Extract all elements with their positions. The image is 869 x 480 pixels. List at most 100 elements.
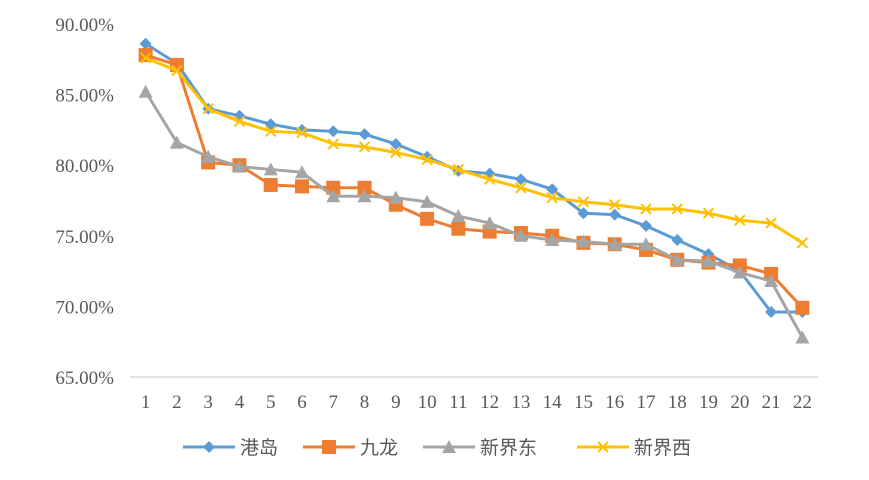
data-point [451, 221, 466, 236]
data-point [327, 125, 340, 138]
data-point [295, 165, 309, 179]
data-point [765, 306, 778, 319]
legend-label: 新界西 [634, 437, 691, 459]
data-point [577, 196, 590, 208]
series-2 [138, 48, 810, 315]
data-point [607, 237, 622, 251]
x-tick-label: 19 [699, 392, 718, 413]
data-point [390, 146, 402, 159]
data-point [732, 265, 747, 279]
data-point [326, 189, 341, 203]
x-tick-label: 13 [511, 392, 530, 413]
data-point [671, 234, 684, 247]
series-1 [139, 37, 809, 319]
data-point [202, 103, 214, 115]
data-point [608, 208, 621, 221]
data-point [232, 159, 247, 173]
x-tick-label: 17 [637, 392, 656, 413]
data-point [702, 207, 715, 219]
x-tick-label: 10 [418, 392, 437, 413]
data-point [265, 125, 277, 138]
x-tick-label: 11 [449, 392, 467, 413]
y-tick-label: 65.00% [55, 368, 114, 389]
data-point [701, 254, 716, 268]
data-point [233, 115, 246, 128]
x-tick-label: 15 [574, 392, 593, 413]
data-point [358, 128, 371, 141]
data-point [546, 183, 559, 196]
x-tick-label: 1 [141, 392, 151, 413]
legend-label: 港岛 [240, 437, 278, 459]
data-point [732, 258, 747, 273]
data-point [201, 149, 216, 163]
x-tick-label: 8 [360, 392, 370, 413]
x-tick-label: 5 [266, 392, 276, 413]
series-4 [139, 52, 809, 249]
data-point [515, 182, 527, 194]
data-point [640, 203, 652, 215]
data-point [795, 330, 810, 344]
data-point [795, 300, 810, 315]
data-point [765, 217, 777, 229]
series-line [145, 53, 804, 309]
data-point [451, 209, 466, 223]
data-point [513, 228, 528, 242]
data-point [452, 163, 465, 176]
y-tick-label: 90.00% [55, 15, 114, 36]
x-tick-label: 22 [793, 392, 812, 413]
data-point [764, 273, 779, 287]
series-line [144, 42, 803, 314]
x-tick-label: 3 [203, 392, 213, 413]
data-point [420, 194, 435, 208]
y-tick-label: 80.00% [55, 156, 114, 177]
x-axis-tick-labels: 1 2 3 4 5 6 7 8 9 10 11 12 13 14 15 16 17 18 19 20 21 22 [141, 392, 812, 413]
series-line [145, 56, 804, 245]
data-point [420, 211, 435, 226]
data-point [263, 177, 278, 192]
data-point [296, 127, 308, 139]
data-point [171, 64, 183, 77]
data-point [357, 189, 372, 203]
legend-marker [442, 440, 456, 453]
data-point [734, 214, 746, 226]
data-point [138, 84, 153, 98]
data-point [327, 138, 339, 150]
data-point [169, 135, 184, 149]
legend-item: 新界东 [423, 437, 537, 459]
series-group [138, 37, 810, 344]
data-point [388, 190, 403, 204]
legend-label: 新界东 [480, 437, 537, 459]
data-point [796, 237, 809, 249]
x-tick-label: 2 [172, 392, 182, 413]
y-tick-label: 70.00% [55, 297, 114, 318]
data-point [483, 173, 496, 186]
y-tick-label: 75.00% [55, 227, 114, 248]
data-point [545, 233, 560, 247]
legend-marker [597, 441, 609, 453]
y-axis-tick-labels: 90.00% 85.00% 80.00% 75.00% 70.00% 65.00% [55, 15, 114, 389]
x-tick-label: 21 [762, 392, 781, 413]
data-point [421, 153, 433, 166]
data-point [263, 162, 278, 176]
data-point [326, 180, 341, 195]
x-tick-label: 9 [391, 392, 401, 413]
series-line [144, 90, 804, 339]
data-point [609, 199, 621, 211]
x-tick-label: 18 [668, 392, 687, 413]
data-point [139, 37, 152, 50]
data-point [357, 180, 372, 195]
x-tick-label: 12 [480, 392, 499, 413]
legend-marker [322, 440, 336, 454]
data-point [639, 237, 653, 251]
data-point [482, 216, 497, 230]
x-tick-label: 4 [235, 392, 245, 413]
data-point [514, 173, 527, 186]
data-point [389, 138, 402, 151]
x-tick-label: 6 [297, 392, 307, 413]
data-point [295, 179, 309, 194]
data-point [576, 234, 591, 248]
data-point [640, 219, 652, 232]
data-point [546, 191, 558, 204]
legend-marker [203, 441, 215, 453]
